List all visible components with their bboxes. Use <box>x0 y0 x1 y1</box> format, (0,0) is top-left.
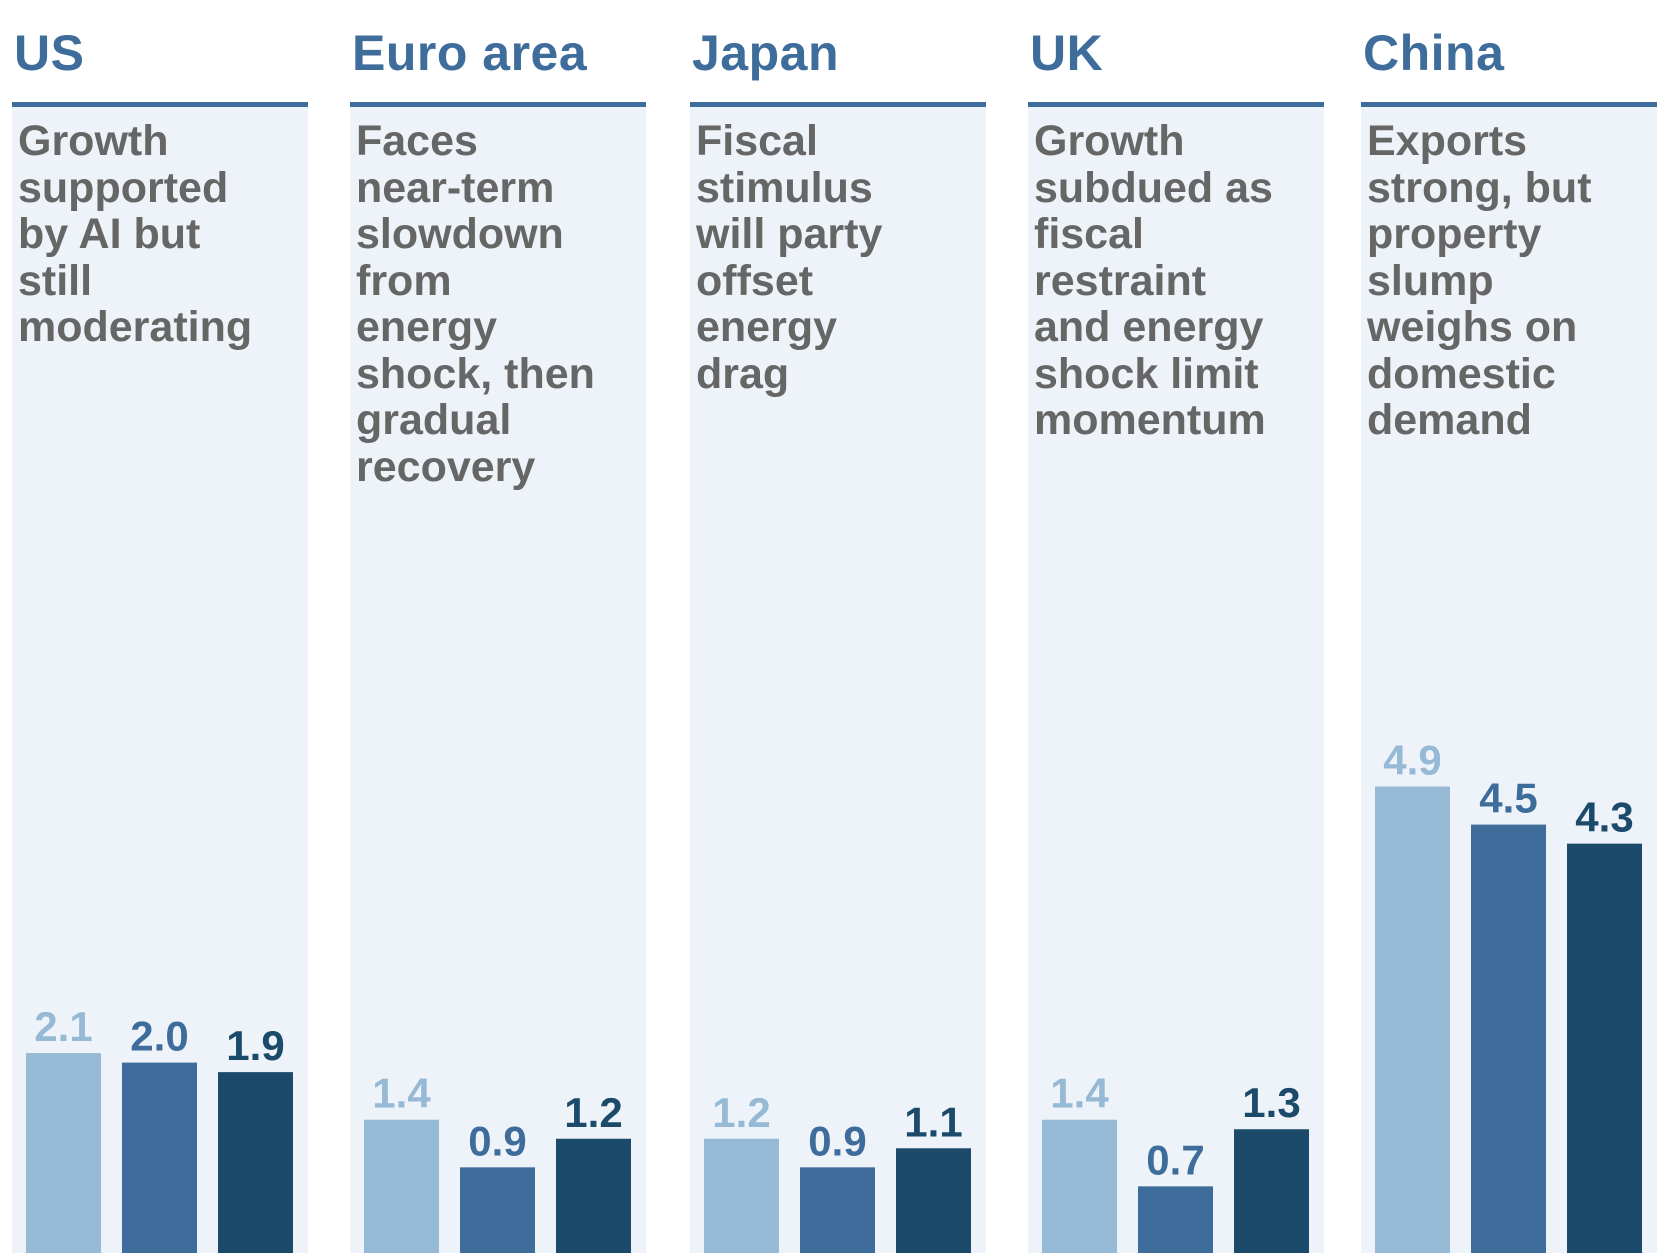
bar-value-label: 2.1 <box>34 1003 92 1050</box>
panel-title: UK <box>1030 25 1104 81</box>
bar <box>218 1072 293 1253</box>
bar-value-label: 0.9 <box>468 1117 526 1164</box>
bar-value-label: 4.5 <box>1479 775 1537 822</box>
panel-background <box>350 104 646 1253</box>
panel-rule <box>350 102 646 107</box>
panel-background <box>690 104 986 1253</box>
bar <box>1375 786 1450 1253</box>
bar <box>1234 1129 1309 1253</box>
panel-description: Growth subdued as fiscal restraint and e… <box>1034 117 1273 444</box>
bar-value-label: 0.9 <box>808 1117 866 1164</box>
panel-rule <box>1028 102 1324 107</box>
bar-value-label: 1.1 <box>904 1098 962 1145</box>
panel-japan: Japan Fiscal stimulus will party offset … <box>690 0 986 1253</box>
bar <box>460 1167 535 1253</box>
bar-value-label: 1.3 <box>1242 1079 1300 1126</box>
bar-value-label: 4.3 <box>1575 794 1633 841</box>
panel-title: US <box>14 25 85 81</box>
bar <box>556 1138 631 1253</box>
bar <box>122 1062 197 1253</box>
panel-rule <box>1361 102 1657 107</box>
bar-value-label: 0.7 <box>1146 1136 1204 1183</box>
panel-description: Exports strong, but property slump weigh… <box>1367 117 1592 444</box>
bar <box>364 1119 439 1253</box>
bar-value-label: 1.2 <box>712 1089 770 1136</box>
bar <box>1138 1186 1213 1253</box>
panel-background <box>1028 104 1324 1253</box>
bar <box>1042 1119 1117 1253</box>
bar-value-label: 1.9 <box>226 1022 284 1069</box>
panel-rule <box>690 102 986 107</box>
bar-value-label: 1.4 <box>1050 1070 1109 1117</box>
bar <box>896 1148 971 1253</box>
bar-group: 1.2 0.9 1.1 <box>704 1089 971 1253</box>
panel-uk: UK Growth subdued as fiscal restraint an… <box>1028 0 1324 1253</box>
bar-value-label: 1.4 <box>372 1070 431 1117</box>
bar-value-label: 1.2 <box>564 1089 622 1136</box>
panel-description: Faces near-term slowdown from energy sho… <box>356 117 595 491</box>
panel-title: China <box>1363 25 1505 81</box>
bar-value-label: 2.0 <box>130 1013 188 1060</box>
bar <box>704 1138 779 1253</box>
bar-group: 1.4 0.9 1.2 <box>364 1070 631 1253</box>
bar-group: 4.9 4.5 4.3 <box>1375 737 1642 1253</box>
panel-title: Euro area <box>352 25 588 81</box>
panel-rule <box>12 102 308 107</box>
panel-china: China Exports strong, but property slump… <box>1361 0 1657 1253</box>
bar-group: 1.4 0.7 1.3 <box>1042 1070 1309 1253</box>
bar <box>26 1053 101 1253</box>
bar <box>1471 824 1546 1253</box>
bar-group: 2.1 2.0 1.9 <box>26 1003 293 1253</box>
panel-euro-area: Euro area Faces near-term slowdown from … <box>350 0 646 1253</box>
bar-value-label: 4.9 <box>1383 737 1441 784</box>
bar <box>1567 843 1642 1253</box>
panel-us: US Growth supported by AI but still mode… <box>12 0 308 1253</box>
panel-description: Fiscal stimulus will party offset energy… <box>696 117 883 398</box>
panel-title: Japan <box>692 25 840 81</box>
bar <box>800 1167 875 1253</box>
panel-description: Growth supported by AI but still moderat… <box>18 117 253 351</box>
